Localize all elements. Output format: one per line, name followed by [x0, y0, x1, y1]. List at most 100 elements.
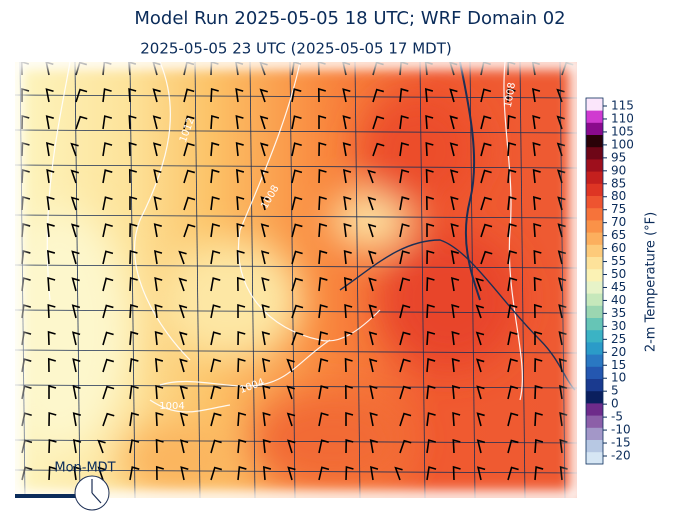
colorbar-tick-label: 75	[611, 202, 626, 216]
wind-barb	[558, 358, 567, 373]
wind-barb	[102, 142, 113, 157]
wind-barb	[102, 385, 115, 400]
wind-barb	[532, 141, 541, 157]
colorbar-segment	[586, 171, 603, 184]
colorbar-segment	[586, 195, 603, 209]
wind-barb	[48, 438, 57, 454]
wind-barb	[178, 277, 187, 292]
wind-barb	[179, 358, 188, 373]
wind-barb	[210, 331, 221, 346]
wind-barb	[210, 385, 222, 400]
wind-barb	[21, 223, 31, 238]
wind-barb	[129, 249, 138, 265]
wind-barb	[262, 438, 271, 454]
border	[15, 469, 577, 474]
wind-barb	[70, 142, 79, 157]
wind-barb	[557, 196, 566, 211]
border	[129, 62, 136, 498]
wind-barb	[210, 304, 221, 319]
wind-barb	[183, 115, 195, 130]
colorbar-segment	[586, 439, 603, 453]
wind-barb	[507, 277, 518, 292]
colorbar-segment	[586, 281, 603, 294]
colorbar-segment	[586, 122, 603, 135]
wind-barb	[450, 250, 459, 265]
wind-barb	[399, 385, 412, 400]
wind-barb	[102, 250, 114, 265]
wind-barb	[318, 439, 329, 454]
wind-barb	[155, 438, 164, 454]
wind-barb	[557, 250, 567, 265]
wind-barb	[451, 304, 460, 319]
wind-barb	[342, 115, 351, 130]
wind-barb	[286, 385, 295, 400]
wind-barb	[129, 439, 140, 454]
wind-barb	[179, 412, 189, 427]
wind-barb	[128, 168, 137, 184]
colorbar-frame	[585, 97, 604, 465]
wind-barb	[556, 142, 566, 157]
wind-barb	[210, 412, 222, 427]
wind-barb	[260, 196, 269, 211]
colorbar-tick-label: -10	[611, 423, 631, 437]
colorbar-segment	[586, 232, 603, 245]
wind-barb	[128, 87, 137, 103]
wind-barb	[559, 438, 568, 454]
wind-barb	[507, 358, 518, 373]
wind-barb	[21, 277, 31, 292]
wind-barb	[532, 168, 541, 184]
wind-barb	[369, 466, 379, 481]
wind-barb	[426, 303, 435, 319]
colorbar-tick-label: 50	[611, 267, 626, 281]
wind-barb	[480, 223, 493, 238]
wind-barb	[46, 169, 55, 184]
wind-barb	[102, 331, 114, 346]
colorbar-segment	[586, 110, 603, 123]
wind-barb	[262, 411, 271, 427]
wind-barb	[129, 412, 140, 427]
wind-barb	[425, 114, 434, 130]
wind-barb	[426, 385, 436, 400]
colorbar-segment	[586, 98, 603, 111]
colorbar-tick-label: 0	[611, 397, 619, 411]
border	[194, 62, 201, 498]
colorbar-segment	[586, 207, 603, 221]
wind-barb	[237, 357, 246, 373]
border	[519, 62, 526, 498]
wind-barb	[369, 412, 378, 427]
colorbar-segment	[586, 293, 603, 306]
wind-barb	[153, 223, 162, 238]
colorbar-tick-label: 45	[611, 280, 626, 294]
wind-barb	[261, 277, 270, 292]
wind-barb	[71, 223, 80, 238]
wind-barb	[450, 223, 459, 238]
wind-barb	[476, 358, 485, 373]
wind-barb	[183, 169, 196, 184]
wind-barb	[179, 439, 189, 454]
wind-barb	[47, 330, 56, 346]
wind-barb	[507, 114, 516, 130]
wind-barb	[367, 169, 376, 184]
wind-barb	[260, 223, 270, 238]
wind-barb	[507, 412, 519, 427]
wind-barb	[343, 222, 352, 238]
wind-barb	[368, 331, 378, 346]
wind-barb	[210, 169, 220, 184]
wind-barb	[449, 88, 458, 103]
wind-barb	[259, 88, 268, 103]
wind-barb	[345, 465, 354, 481]
colorbar-segment	[586, 183, 603, 196]
wind-barb	[183, 142, 195, 157]
colorbar-tick-label: 55	[611, 254, 626, 268]
wind-barb	[533, 303, 542, 319]
wind-barb	[235, 88, 244, 103]
wind-barb	[72, 412, 81, 427]
colorbar-tick-label: 15	[611, 358, 626, 372]
wind-barb	[21, 331, 32, 346]
wind-barb	[558, 331, 567, 346]
wind-barb	[21, 304, 32, 319]
wind-barb	[72, 439, 82, 454]
wind-barb	[534, 384, 543, 400]
wind-barb	[97, 466, 106, 481]
wind-barb	[210, 466, 223, 481]
